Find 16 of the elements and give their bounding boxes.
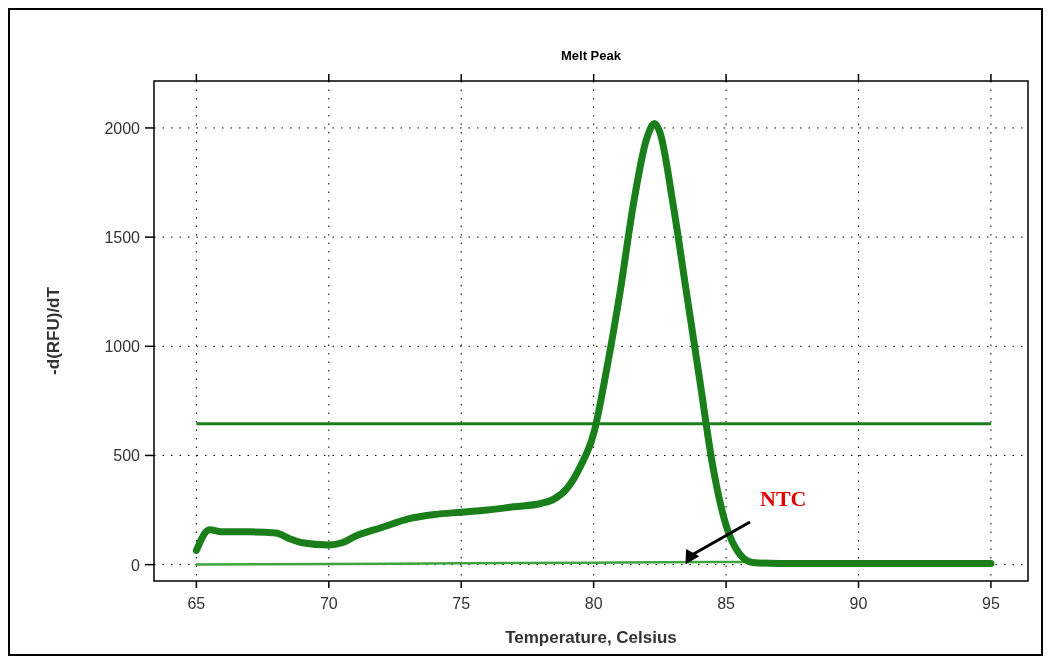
x-tick-label: 95	[982, 595, 1000, 612]
x-tick-label: 85	[717, 595, 736, 612]
chart-title: Melt Peak	[561, 48, 622, 63]
x-tick-label: 75	[452, 595, 471, 612]
annotation: NTC	[760, 486, 807, 511]
y-tick-label: 1000	[104, 338, 141, 356]
y-tick-label: 1500	[104, 229, 141, 247]
y-tick-label: 2000	[104, 119, 141, 137]
x-tick-label: 65	[187, 595, 206, 612]
y-tick-label: 0	[131, 556, 141, 574]
x-axis-title: Temperature, Celsius	[505, 628, 677, 647]
x-tick-label: 80	[584, 595, 603, 612]
y-axis-title: -d(RFU)/dT	[44, 286, 63, 375]
y-tick-label: 500	[113, 447, 141, 465]
x-tick-label: 70	[319, 595, 338, 612]
x-tick-label: 90	[849, 595, 868, 612]
